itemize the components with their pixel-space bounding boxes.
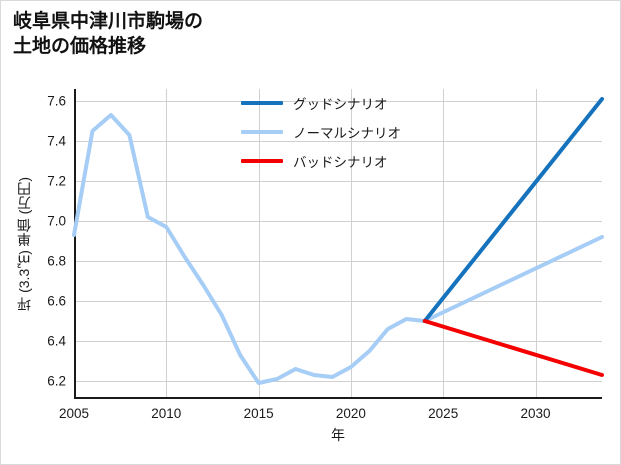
y-axis-label: 坪 (3.3㎡) 単価 (万円) <box>13 89 35 399</box>
gridline-horizontal <box>74 341 602 342</box>
x-tick-label: 2015 <box>243 406 274 421</box>
legend-item-label: バッドシナリオ <box>293 155 388 170</box>
gridline-vertical <box>443 89 445 399</box>
gridline-horizontal <box>74 261 602 262</box>
plot-area: 6.2 6.4 6.6 6.8 7.0 7.2 7.4 7.6 2005 2010 2015 202… <box>47 89 604 421</box>
series-line <box>72 113 604 385</box>
y-tick-label: 6.2 <box>47 373 66 389</box>
y-axis-label-text: 坪 (3.3㎡) 単価 (万円) <box>16 177 32 311</box>
gridline-vertical <box>535 89 537 399</box>
x-tick-label: 2025 <box>428 406 459 421</box>
legend-item[interactable]: バッドシナリオ <box>241 152 401 170</box>
legend-color-swatch <box>241 101 283 105</box>
legend-color-swatch <box>241 130 283 134</box>
x-tick-label: 2020 <box>335 406 366 421</box>
gridline-vertical <box>350 89 352 399</box>
legend-item-label: グッドシナリオ <box>293 97 388 112</box>
series-line <box>422 319 604 377</box>
y-tick-label: 6.4 <box>47 333 66 349</box>
y-tick-label: 7.2 <box>47 173 66 189</box>
gridline-vertical <box>166 89 168 399</box>
series-layer <box>72 97 604 385</box>
legend-item[interactable]: ノーマルシナリオ <box>241 123 401 141</box>
gridline-horizontal <box>74 221 602 222</box>
y-tick-label: 7.0 <box>47 213 66 229</box>
gridline-horizontal <box>74 141 602 142</box>
legend-item[interactable]: グッドシナリオ <box>241 94 401 112</box>
plot-frame <box>74 89 602 399</box>
gridline-vertical <box>258 89 260 399</box>
legend-color-swatch <box>241 159 283 163</box>
chart-legend: グッドシナリオ ノーマルシナリオ バッドシナリオ <box>241 92 401 170</box>
gridline-horizontal <box>74 301 602 302</box>
series-line <box>422 97 604 323</box>
legend-item-label: ノーマルシナリオ <box>293 126 401 141</box>
gridline-horizontal <box>74 181 602 182</box>
x-tick-label: 2010 <box>151 406 182 421</box>
y-tick-label: 7.4 <box>47 133 66 149</box>
gridline-horizontal <box>74 381 602 382</box>
y-tick-label: 7.6 <box>47 93 66 109</box>
x-tick-label: 2005 <box>58 406 90 421</box>
gridline-horizontal <box>74 101 602 102</box>
page-title: 岐阜県中津川市駒場の 土地の価格推移 <box>13 11 204 58</box>
y-tick-label: 6.8 <box>47 253 66 269</box>
y-tick-label: 6.6 <box>47 293 66 309</box>
x-tick-label: 2030 <box>520 406 551 421</box>
x-axis-label: 年 <box>331 427 345 443</box>
